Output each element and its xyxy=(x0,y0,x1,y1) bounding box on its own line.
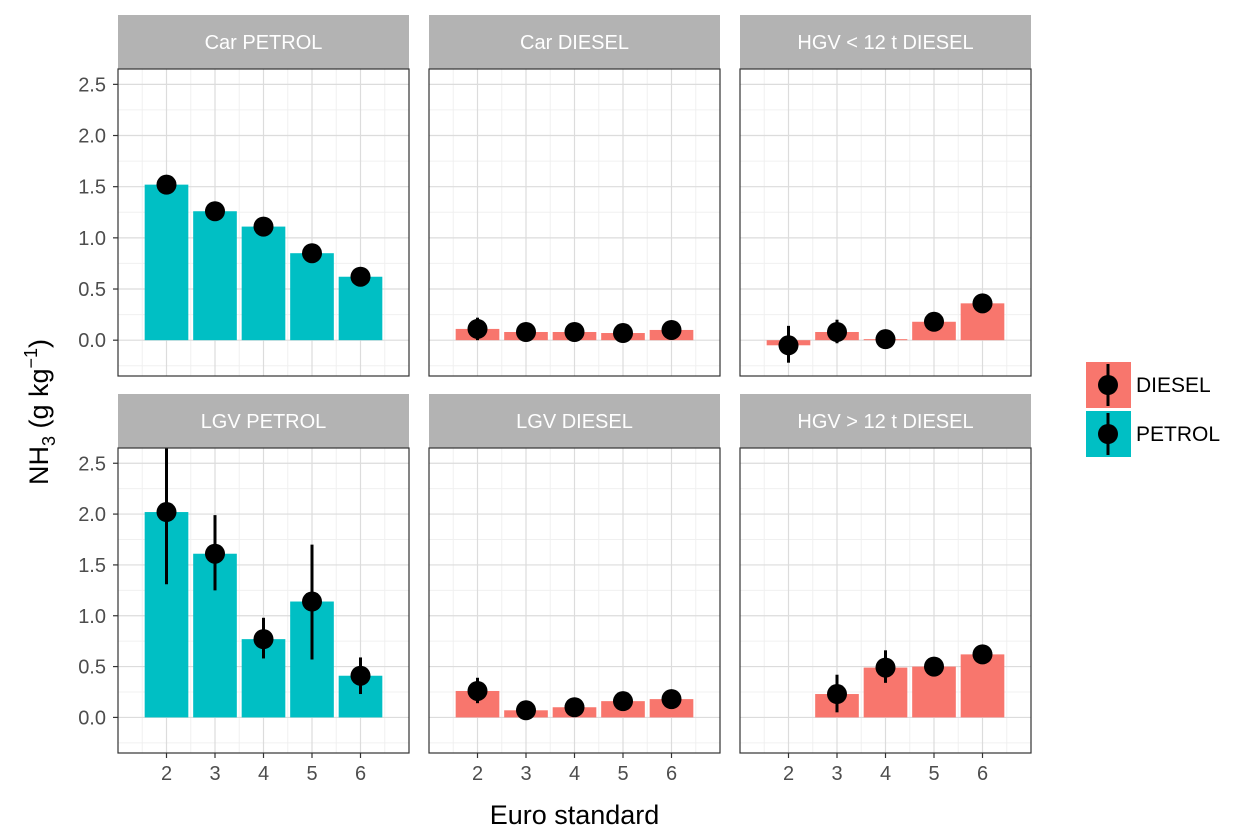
panel: LGV DIESEL 2 3 4 5 6 xyxy=(428,394,721,785)
panel: HGV > 12 t DIESEL 2 3 4 5 6 xyxy=(739,394,1032,785)
panel-strip xyxy=(429,394,720,448)
data-point xyxy=(156,502,177,523)
y-tick-label: 2.5 xyxy=(78,453,106,475)
bar xyxy=(290,253,334,341)
y-tick-label: 2.0 xyxy=(78,504,106,526)
x-tick-label: 5 xyxy=(306,763,317,785)
y-axis-title-unit: (g kg xyxy=(24,368,54,436)
panel-title: LGV PETROL xyxy=(201,411,327,433)
panel-strip xyxy=(118,394,409,448)
x-axis-title: Euro standard xyxy=(490,800,660,829)
data-point xyxy=(564,321,585,342)
data-point xyxy=(253,629,274,650)
panel-border xyxy=(428,68,721,377)
y-axis-title-text: NH3 (g kg−1) xyxy=(21,339,59,485)
panel-border xyxy=(739,68,1032,377)
data-point xyxy=(661,319,682,340)
panel: Car DIESEL xyxy=(428,15,721,377)
data-point xyxy=(924,656,944,677)
data-point xyxy=(205,201,225,222)
data-point xyxy=(875,657,896,678)
panel-border xyxy=(117,68,410,377)
panel: Car PETROL 0.0 0.5 1.0 1.5 2.0 2.5 xyxy=(78,15,410,377)
panel: LGV PETROL 0.0 0.5 1.0 1.5 2.0 2.5 2 3 4 5 6 xyxy=(78,394,410,785)
data-point xyxy=(827,684,847,705)
x-tick-label: 2 xyxy=(472,763,483,785)
x-tick-label: 5 xyxy=(617,763,628,785)
y-tick-label: 1.5 xyxy=(78,555,106,577)
y-tick-label: 0.0 xyxy=(78,707,106,729)
panel-title: Car PETROL xyxy=(205,32,323,54)
legend-label: PETROL xyxy=(1136,423,1220,446)
panel-strip xyxy=(740,15,1031,69)
y-tick-label: 1.0 xyxy=(78,228,106,250)
panel-title: HGV < 12 t DIESEL xyxy=(797,32,973,54)
data-point xyxy=(516,700,536,721)
x-tick-label: 6 xyxy=(666,763,677,785)
data-point xyxy=(827,321,847,342)
x-tick-label: 4 xyxy=(880,763,891,785)
data-point xyxy=(564,697,585,718)
data-point xyxy=(972,644,993,665)
panel-title: Car DIESEL xyxy=(520,32,629,54)
x-tick-label: 4 xyxy=(258,763,269,785)
panel-strip xyxy=(429,15,720,69)
bar xyxy=(144,184,189,341)
x-tick-label: 3 xyxy=(831,763,842,785)
x-tick-label: 3 xyxy=(520,763,531,785)
x-tick-label: 4 xyxy=(569,763,580,785)
data-point xyxy=(302,591,322,612)
y-tick-label: 1.0 xyxy=(78,606,106,628)
data-point xyxy=(924,311,944,332)
legend-key-point xyxy=(1098,424,1118,444)
panel: HGV < 12 t DIESEL xyxy=(739,15,1032,377)
legend-label: DIESEL xyxy=(1136,374,1211,397)
y-axis-title-close: ) xyxy=(24,339,54,348)
x-tick-label: 6 xyxy=(977,763,988,785)
x-tick-label: 2 xyxy=(783,763,794,785)
data-point xyxy=(205,543,225,564)
data-point xyxy=(467,680,488,701)
y-tick-label: 1.5 xyxy=(78,177,106,199)
data-point xyxy=(302,243,322,264)
panel-strip xyxy=(740,394,1031,448)
y-tick-label: 0.5 xyxy=(78,657,106,679)
bar xyxy=(241,226,286,341)
bar xyxy=(338,276,383,341)
data-point xyxy=(661,689,682,710)
y-tick-label: 0.0 xyxy=(78,330,106,352)
data-point xyxy=(972,293,993,314)
data-point xyxy=(613,323,633,344)
data-point xyxy=(467,318,488,339)
data-point xyxy=(875,329,896,350)
y-tick-label: 2.0 xyxy=(78,126,106,148)
legend-key-point xyxy=(1098,375,1118,395)
x-tick-label: 6 xyxy=(355,763,366,785)
data-point xyxy=(350,266,371,287)
data-point xyxy=(156,174,177,195)
data-point xyxy=(613,691,633,712)
data-point xyxy=(253,216,274,237)
data-point xyxy=(350,665,371,686)
bar xyxy=(193,211,237,341)
y-axis-title: NH3 (g kg−1) xyxy=(21,339,59,485)
panel-title: HGV > 12 t DIESEL xyxy=(797,411,973,433)
y-axis-title-sup: −1 xyxy=(21,348,41,369)
bar xyxy=(960,654,1005,718)
panel-strip xyxy=(118,15,409,69)
y-tick-label: 0.5 xyxy=(78,279,106,301)
y-axis-title-main: NH xyxy=(24,446,54,485)
y-tick-label: 2.5 xyxy=(78,74,106,96)
x-tick-label: 3 xyxy=(209,763,220,785)
legend: DIESEL PETROL xyxy=(1086,362,1220,457)
data-point xyxy=(778,335,799,356)
panel-title: LGV DIESEL xyxy=(516,411,633,433)
x-tick-label: 5 xyxy=(928,763,939,785)
y-axis-title-sub: 3 xyxy=(39,436,59,446)
x-tick-label: 2 xyxy=(161,763,172,785)
data-point xyxy=(516,321,536,342)
